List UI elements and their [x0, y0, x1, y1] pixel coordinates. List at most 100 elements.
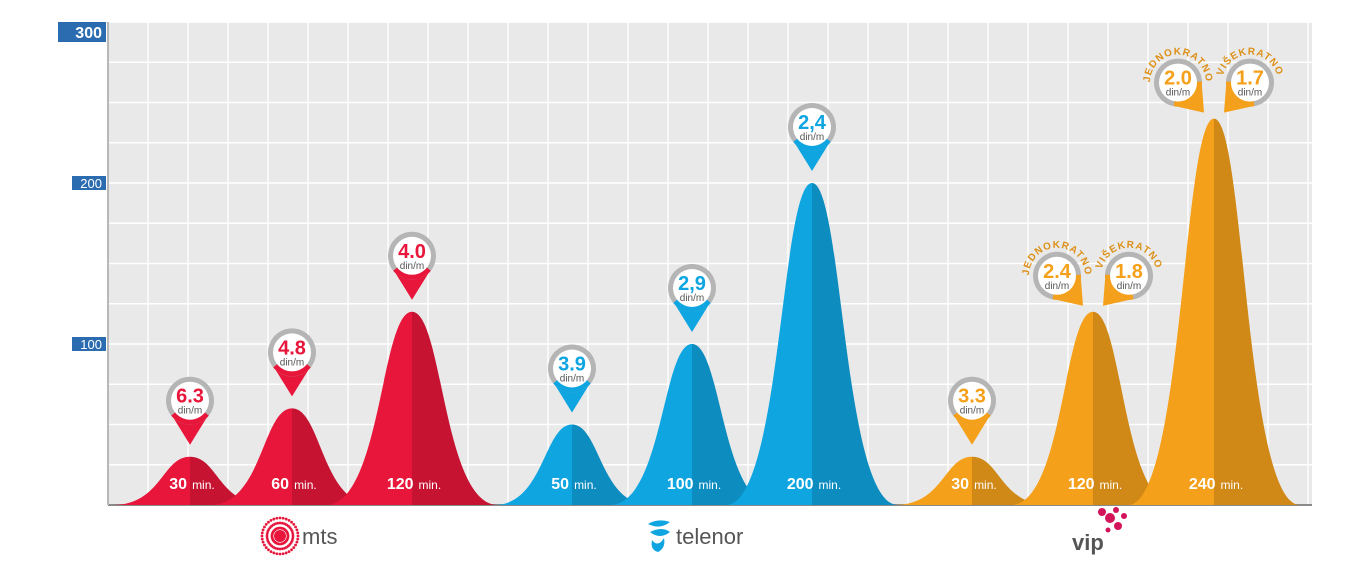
pin-face [1110, 256, 1148, 295]
mts-logo-dot [272, 517, 276, 521]
mts-logo-dot [295, 540, 299, 544]
mts-logo-dot [295, 528, 299, 532]
mts-logo-dot [267, 520, 270, 524]
mts-logo-dot [267, 548, 270, 552]
duration-value: 60 [271, 476, 289, 493]
mts-logo-dot [261, 528, 265, 532]
pin-face [673, 269, 711, 307]
duration-unit: min. [699, 478, 722, 492]
vip-mound-30 [894, 456, 1050, 505]
y-tick-label: 200 [80, 176, 102, 191]
mound-right-half [412, 311, 498, 505]
vip-logo-dot [1098, 508, 1106, 516]
mts-logo-dot [284, 517, 288, 521]
pin-face [1231, 63, 1269, 102]
mts-logo-dot [291, 532, 295, 536]
mts-logo-dot [278, 516, 282, 520]
mound-right-half [292, 408, 374, 505]
mound-left-half [112, 456, 190, 505]
mound-right-half [812, 183, 898, 505]
mts-logo-dot [264, 546, 268, 549]
mts-logo-dot [276, 547, 280, 551]
telenor-logo-text: telenor [676, 524, 743, 549]
mts-logo-dot [275, 516, 279, 520]
mts-logo-dot [290, 520, 293, 524]
pin-price: 6.3 [176, 386, 204, 408]
mts-logo-dot [260, 537, 264, 541]
mts-logo-dot [260, 534, 264, 538]
pin-price: 3.9 [558, 354, 586, 376]
pin-price: 4.8 [278, 337, 306, 359]
duration-unit: min. [974, 478, 997, 492]
mts-logo-dot [265, 532, 269, 536]
vip-logo-dot [1105, 513, 1115, 523]
pin-face [1159, 63, 1197, 102]
duration-labels: 30 min. 60 min. 120 min. 50 min. 100 min. 200 min. 3… [169, 476, 1243, 493]
mts-logo-dot [287, 550, 291, 553]
pin-price: 1.8 [1115, 261, 1143, 283]
pin-price: 1.7 [1236, 68, 1264, 90]
pin-price: 2.0 [1164, 68, 1192, 90]
duration-unit: min. [1221, 478, 1244, 492]
telenor-logo-arc [650, 529, 670, 536]
mts-logo-dot [278, 547, 282, 551]
mound-left-half [326, 311, 412, 505]
mts-logo-dot [269, 519, 273, 522]
mound-left-half [726, 183, 812, 505]
mts-logo-dot [290, 548, 293, 552]
mts-mound-120 [326, 311, 498, 505]
mts-logo-dot [281, 552, 285, 556]
duration-value: 50 [551, 476, 569, 493]
vip-logo: vip [1072, 507, 1127, 555]
mts-logo-dot [263, 543, 266, 547]
pin-unit: din/m [680, 293, 704, 304]
y-axis: 300 200 100 [58, 22, 109, 505]
duration-label: 50 min. [551, 476, 596, 493]
telenor-logo: telenor [648, 520, 743, 552]
mts-logo-dot [280, 521, 284, 525]
mound-left-half [1128, 118, 1214, 505]
pin-pointer [275, 369, 309, 397]
pin-unit: din/m [1117, 281, 1141, 292]
y-tick-100: 100 [72, 337, 106, 352]
y-tick-badge [58, 22, 106, 42]
mts-logo-dot [291, 536, 295, 540]
mts-logo-dot [296, 534, 300, 538]
pin-unit: din/m [1238, 88, 1262, 99]
pin-unit: din/m [560, 374, 584, 385]
duration-unit: min. [1100, 478, 1123, 492]
y-tick-label: 100 [80, 337, 102, 352]
duration-value: 30 [169, 476, 187, 493]
telenor-mound-50 [494, 424, 650, 505]
mound-left-half [494, 424, 572, 505]
telenor-logo-arc [648, 520, 670, 527]
mts-logo-dot [263, 525, 266, 529]
mts-logo-dot [296, 537, 300, 541]
pin-unit: din/m [280, 357, 304, 368]
duration-label: 100 min. [667, 476, 721, 493]
duration-label: 30 min. [169, 476, 214, 493]
pin-pointer [795, 144, 829, 171]
data-mounds [112, 118, 1300, 505]
mound-left-half [894, 456, 972, 505]
mts-logo-text: mts [302, 524, 337, 549]
mound-right-half [692, 344, 774, 505]
mts-logo-dot [291, 534, 295, 538]
mts-logo-dot [283, 546, 286, 550]
mts-logo-dot [296, 531, 300, 535]
pin-price: 2,4 [798, 112, 827, 134]
telenor-logo-drop [651, 538, 665, 552]
operator-logos: mts telenor vip [260, 507, 1127, 556]
duration-label: 30 min. [951, 476, 996, 493]
mts-logo-dot [260, 531, 264, 535]
pin-unit: din/m [400, 261, 424, 272]
mts-logo-dot [266, 539, 270, 542]
mts-logo-dot [290, 530, 294, 533]
mts-logo-dot [284, 551, 288, 555]
vip-logo-dot [1114, 522, 1122, 530]
duration-value: 200 [787, 476, 814, 493]
duration-unit: min. [294, 478, 317, 492]
duration-label: 240 min. [1189, 476, 1243, 493]
